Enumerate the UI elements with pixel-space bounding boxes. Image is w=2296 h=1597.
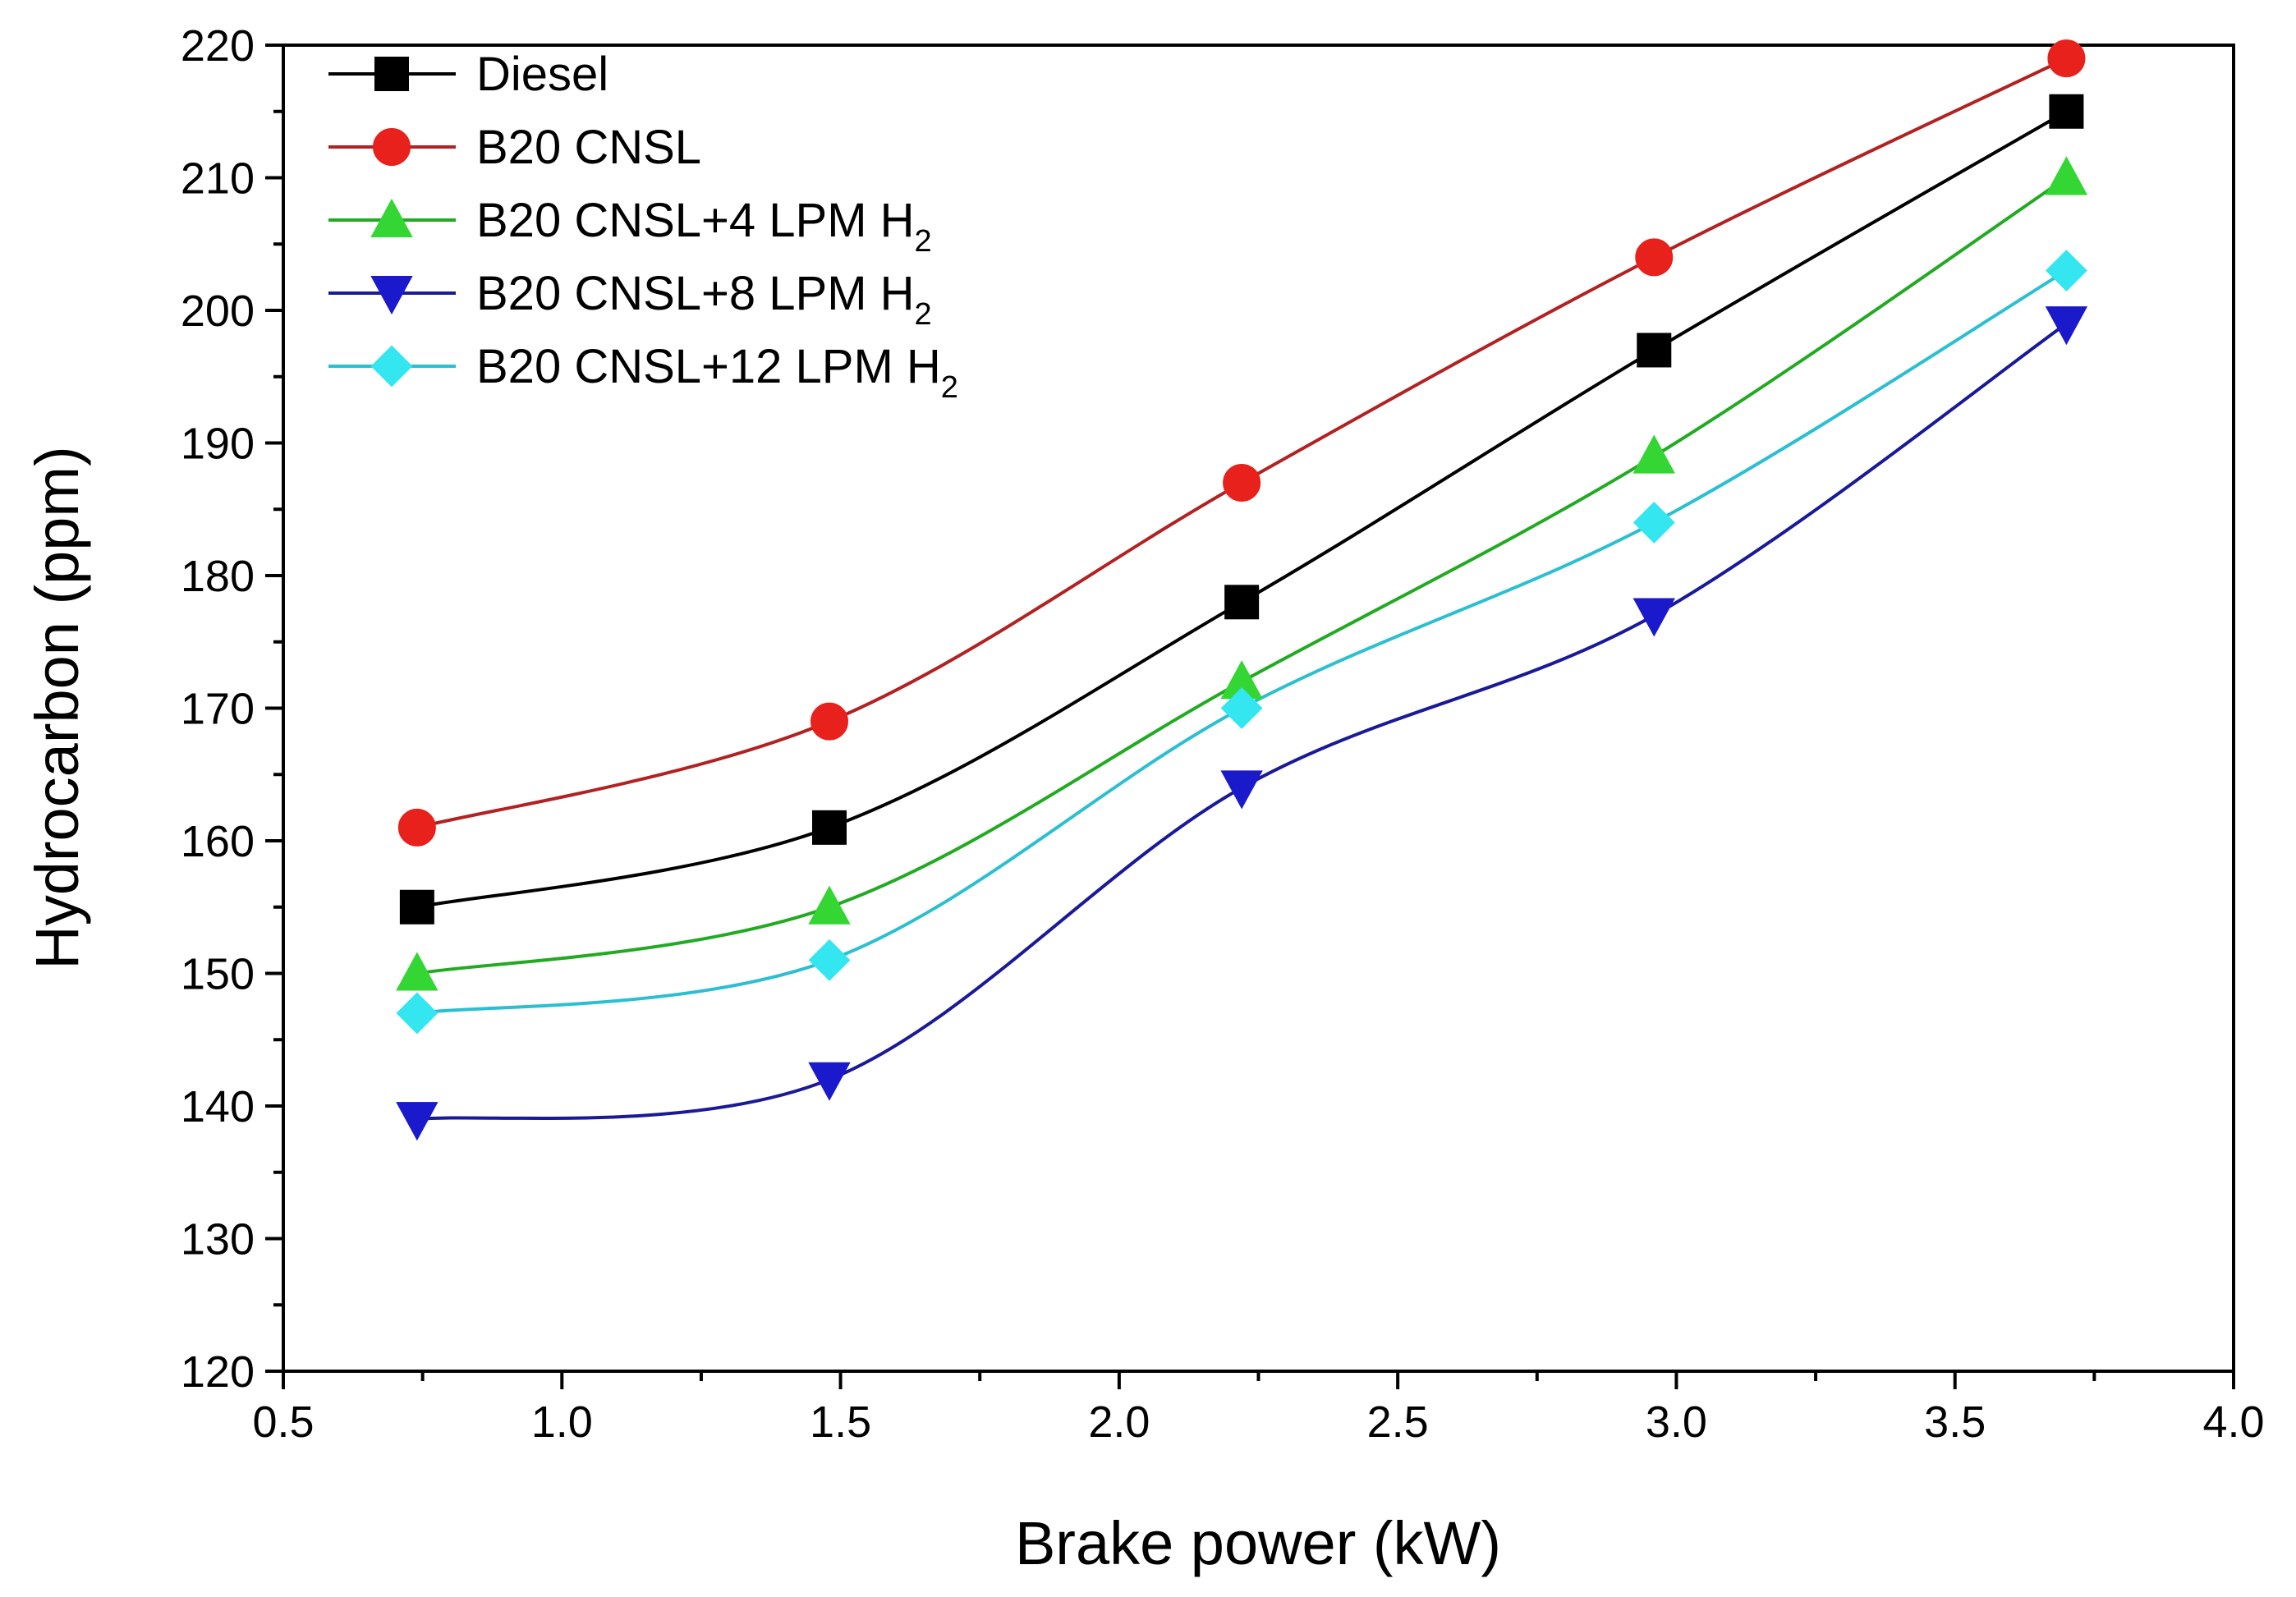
x-tick-label: 4.0 (2202, 1397, 2264, 1447)
y-tick-label: 190 (181, 420, 255, 469)
legend-label: B20 CNSL+12 LPM H2 (476, 340, 958, 405)
x-tick-label: 2.5 (1367, 1397, 1429, 1447)
y-tick-label: 170 (181, 685, 255, 734)
legend-label: B20 CNSL+4 LPM H2 (476, 194, 932, 259)
data-point-b20-cnsl-12-lpm-h2 (808, 938, 851, 981)
data-point-diesel (812, 810, 847, 845)
data-point-diesel (2049, 94, 2084, 129)
legend-item-b20-cnsl: B20 CNSL (328, 121, 701, 174)
data-point-b20-cnsl-12-lpm-h2 (396, 992, 439, 1035)
legend-label: B20 CNSL+8 LPM H2 (476, 267, 932, 332)
y-tick-label: 180 (181, 552, 255, 601)
data-point-b20-cnsl-4-lpm-h2 (2045, 156, 2088, 195)
legend-item-b20-cnsl-12-lpm-h2: B20 CNSL+12 LPM H2 (328, 340, 958, 405)
x-tick-label: 3.5 (1924, 1397, 1986, 1447)
legend-label: Diesel (476, 48, 608, 101)
y-tick-label: 220 (181, 21, 255, 71)
x-axis-ticks: 0.5 1.0 1.5 2.0 2.5 3.0 3.5 4.0 (252, 1371, 2265, 1447)
x-tick-label: 2.0 (1088, 1397, 1150, 1447)
legend: Diesel B20 CNSL B20 CNSL+4 LPM H2 B20 CNSL+… (328, 48, 958, 405)
data-point-b20-cnsl (1635, 238, 1674, 277)
data-point-b20-cnsl-12-lpm-h2 (1632, 501, 1675, 544)
data-point-b20-cnsl-8-lpm-h2 (2045, 306, 2088, 346)
data-point-b20-cnsl (1223, 463, 1261, 502)
y-tick-label: 200 (181, 287, 255, 336)
legend-marker (370, 276, 413, 315)
legend-label: B20 CNSL (476, 121, 701, 174)
data-point-b20-cnsl (2047, 39, 2086, 78)
y-axis-title: Hydrocarbon (ppm) (23, 446, 91, 969)
legend-marker (370, 198, 413, 237)
legend-item-b20-cnsl-4-lpm-h2: B20 CNSL+4 LPM H2 (328, 194, 932, 259)
legend-item-diesel: Diesel (328, 48, 608, 101)
y-tick-label: 160 (181, 817, 255, 866)
data-point-b20-cnsl-4-lpm-h2 (808, 885, 851, 925)
data-point-b20-cnsl-4-lpm-h2 (1632, 434, 1675, 474)
x-axis-title: Brake power (kW) (1015, 1509, 1501, 1577)
data-point-b20-cnsl-8-lpm-h2 (1220, 770, 1263, 810)
data-point-b20-cnsl-8-lpm-h2 (396, 1102, 439, 1141)
data-point-diesel (1224, 585, 1260, 620)
x-tick-label: 3.0 (1646, 1397, 1707, 1447)
x-tick-label: 1.0 (531, 1397, 593, 1447)
y-axis-ticks: 120 130 140 150 160 170 180 190 200 210 220 (181, 21, 283, 1397)
data-point-b20-cnsl-12-lpm-h2 (2046, 250, 2087, 291)
data-point-diesel (399, 889, 434, 925)
data-point-b20-cnsl-4-lpm-h2 (396, 952, 439, 991)
y-tick-label: 150 (181, 950, 255, 999)
data-point-diesel (1637, 333, 1672, 368)
data-point-b20-cnsl-12-lpm-h2 (1220, 687, 1263, 729)
y-tick-label: 140 (181, 1082, 255, 1131)
series-markers (396, 39, 2088, 1141)
data-point-b20-cnsl (810, 702, 848, 741)
legend-marker (373, 128, 411, 166)
data-point-b20-cnsl (397, 808, 436, 847)
x-tick-label: 1.5 (810, 1397, 871, 1447)
data-point-b20-cnsl-8-lpm-h2 (1632, 598, 1675, 637)
x-tick-label: 0.5 (252, 1397, 314, 1447)
legend-item-b20-cnsl-8-lpm-h2: B20 CNSL+8 LPM H2 (328, 267, 932, 332)
legend-marker (370, 345, 413, 388)
y-tick-label: 130 (181, 1215, 255, 1264)
y-tick-label: 120 (181, 1347, 255, 1397)
data-point-b20-cnsl-8-lpm-h2 (808, 1062, 851, 1101)
legend-marker (374, 57, 409, 91)
y-tick-label: 210 (181, 154, 255, 204)
